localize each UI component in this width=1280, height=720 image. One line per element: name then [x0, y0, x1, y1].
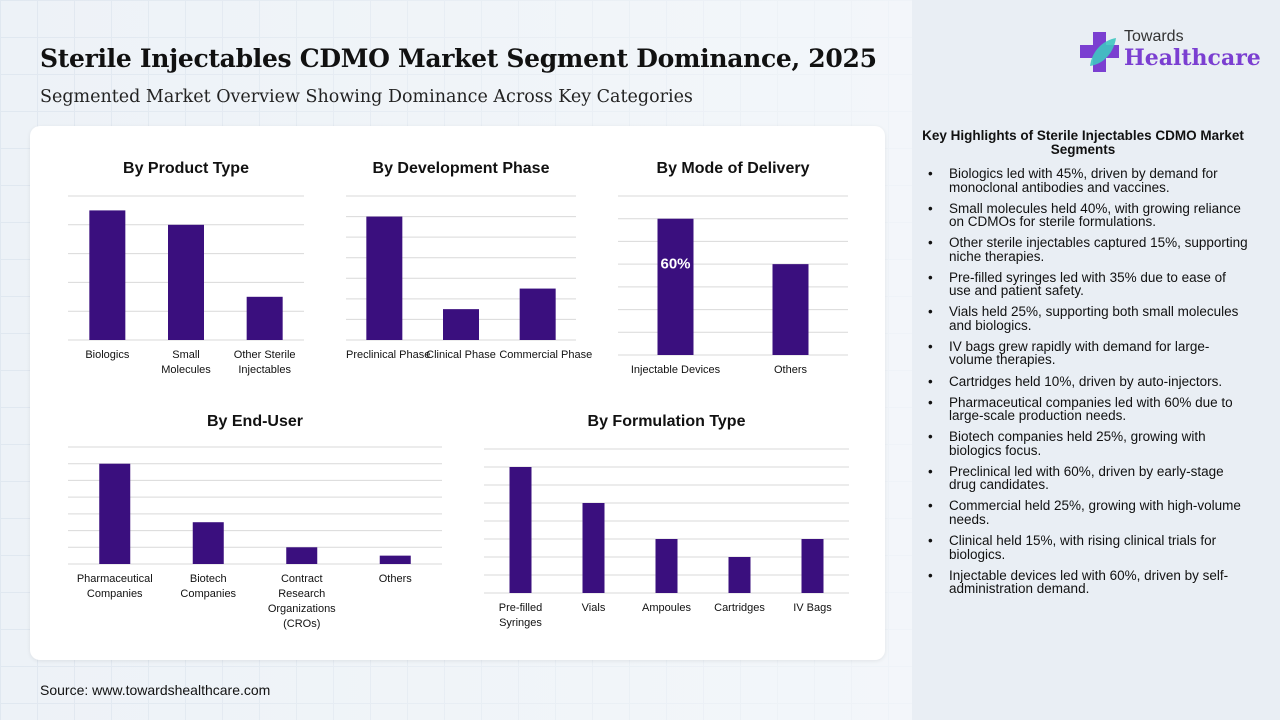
chart-title-end-user: By End-User — [206, 413, 304, 430]
category-label: Preclinical Phase — [346, 349, 431, 361]
highlight-item: Preclinical led with 60%, driven by earl… — [928, 465, 1248, 492]
logo-text-healthcare: Healthcare — [1124, 45, 1261, 71]
category-label: Clinical Phase — [426, 349, 496, 361]
category-label: Pharmaceutical Companies — [76, 573, 153, 600]
category-label: Injectable Devices — [630, 364, 721, 376]
bar — [801, 539, 824, 593]
chart-svg — [346, 195, 576, 341]
chart-formulation-type: Pre-filled Syringes Vials Ampoules Cartridg… — [484, 448, 849, 629]
bar — [379, 555, 411, 564]
chart-svg — [68, 446, 442, 565]
bar — [657, 218, 694, 355]
bar — [89, 210, 126, 340]
bar — [728, 557, 751, 593]
bar — [443, 309, 479, 340]
source-text: Source: www.towardshealthcare.com — [40, 682, 271, 698]
chart-svg — [68, 195, 304, 341]
category-label: Others — [773, 364, 807, 376]
bar — [286, 547, 318, 564]
highlight-item: Cartridges held 10%, driven by auto-inje… — [928, 375, 1248, 389]
medical-cross-icon — [1080, 32, 1119, 72]
category-label: Others — [378, 573, 412, 585]
highlights-list: Biologics led with 45%, driven by demand… — [928, 167, 1248, 603]
chart-title-mode-of-delivery: By Mode of Delivery — [656, 160, 810, 177]
category-label: Other Sterile Injectables — [233, 349, 296, 376]
category-label: Pre-filled Syringes — [498, 602, 543, 629]
data-label: 60% — [660, 256, 690, 273]
highlight-item: Commercial held 25%, growing with high-v… — [928, 499, 1248, 526]
highlight-item: Pre-filled syringes led with 35% due to … — [928, 271, 1248, 298]
bar — [655, 539, 678, 593]
chart-title-product-type: By Product Type — [123, 160, 249, 177]
highlight-item: Small molecules held 40%, with growing r… — [928, 201, 1248, 229]
highlights-title: Key Highlights of Sterile Injectables CD… — [922, 128, 1244, 157]
category-label: Biotech Companies — [180, 573, 237, 600]
bar — [519, 288, 556, 340]
page-subtitle: Segmented Market Overview Showing Domina… — [40, 87, 693, 107]
bar — [772, 264, 809, 355]
bar — [366, 216, 403, 340]
highlight-item: Injectable devices led with 60%, driven … — [928, 568, 1248, 596]
bar — [99, 463, 131, 564]
highlight-item: Pharmaceutical companies led with 60% du… — [928, 395, 1248, 423]
highlight-item: Clinical held 15%, with rising clinical … — [928, 534, 1248, 561]
chart-development-phase: Preclinical Phase Clinical Phase Commercia… — [346, 195, 592, 361]
bar — [246, 296, 283, 340]
highlight-item: Biotech companies held 25%, growing with… — [928, 430, 1248, 457]
highlight-item: Other sterile injectables captured 15%, … — [928, 236, 1248, 263]
chart-end-user: Pharmaceutical Companies Biotech Companie… — [68, 446, 442, 630]
chart-title-development-phase: By Development Phase — [372, 160, 550, 177]
chart-svg — [484, 448, 849, 594]
category-label: Biologics — [85, 349, 130, 361]
chart-mode-of-delivery: 60% Injectable Devices Others — [618, 195, 848, 376]
highlight-item: IV bags grew rapidly with demand for lar… — [928, 340, 1248, 367]
category-label: Small Molecules — [161, 349, 211, 376]
towards-healthcare-logo: Towards Healthcare — [1080, 28, 1261, 78]
page-title: Sterile Injectables CDMO Market Segment … — [40, 44, 877, 73]
bar — [509, 467, 532, 593]
chart-svg: 60% — [618, 195, 848, 356]
bar — [168, 224, 204, 340]
highlight-item: Vials held 25%, supporting both small mo… — [928, 305, 1248, 332]
category-label: IV Bags — [793, 602, 832, 614]
chart-product-type: Biologics Small Molecules Other Sterile In… — [68, 195, 304, 376]
logo-text-towards: Towards — [1124, 28, 1184, 45]
category-label: Commercial Phase — [499, 349, 593, 361]
category-label: Cartridges — [714, 602, 765, 614]
highlight-item: Biologics led with 45%, driven by demand… — [928, 167, 1248, 194]
category-label: Contract Research Organizations (CROs) — [267, 573, 336, 630]
bar — [192, 522, 224, 564]
chart-title-formulation-type: By Formulation Type — [587, 413, 746, 430]
category-label: Vials — [581, 602, 606, 614]
bar — [582, 503, 605, 593]
category-label: Ampoules — [642, 602, 691, 614]
